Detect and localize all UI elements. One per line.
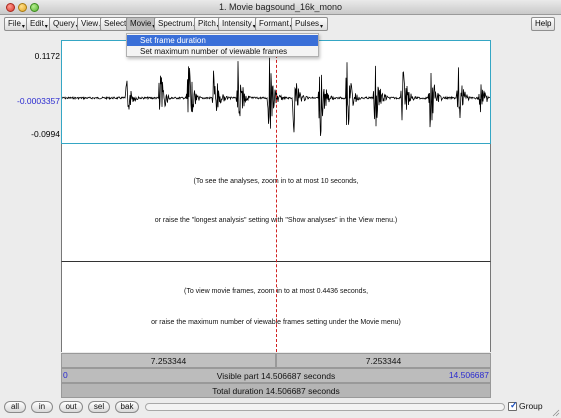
resize-grip-icon[interactable]	[552, 409, 560, 417]
menu-arrow-icon: ▾	[253, 24, 256, 30]
minimize-window-button[interactable]	[18, 3, 27, 12]
checkmark-icon: ✓	[510, 400, 518, 410]
menu-help[interactable]: Help	[531, 17, 556, 31]
menu-arrow-icon: ▾	[44, 24, 48, 30]
zoom-in-button[interactable]: in	[31, 401, 53, 413]
zoom-selection-button[interactable]: sel	[88, 401, 110, 413]
window-title: 1. Movie bagsound_16k_mono	[218, 2, 343, 12]
menu-movie[interactable]: Movie▾	[126, 17, 161, 31]
menu-item-set-max-viewable-frames[interactable]: Set maximum number of viewable frames	[140, 47, 288, 56]
close-window-button[interactable]	[6, 3, 15, 12]
horizontal-scrollbar[interactable]	[145, 403, 505, 411]
visible-end-time: 14.506687	[448, 370, 489, 380]
menu-pitch[interactable]: Pitch▾	[194, 17, 225, 31]
zoom-all-button[interactable]: all	[4, 401, 26, 413]
movie-menu-dropdown: Set frame duration Set maximum number of…	[126, 33, 319, 57]
menu-arrow-icon: ▾	[152, 24, 155, 30]
menu-item-set-frame-duration[interactable]: Set frame duration	[127, 35, 318, 46]
title-bar: 1. Movie bagsound_16k_mono	[0, 0, 561, 15]
menu-pulses[interactable]: Pulses▾	[291, 17, 329, 31]
y-axis-min-label: -0.0994	[31, 129, 60, 139]
time-cursor[interactable]	[276, 40, 277, 352]
visible-start-time: 0	[63, 370, 68, 380]
y-axis-max-label: 0.1172	[34, 51, 60, 61]
zoom-out-button[interactable]: out	[59, 401, 83, 413]
visible-part-bar[interactable]: Visible part 14.506687 seconds	[61, 368, 491, 383]
menu-file[interactable]: File▾	[4, 17, 30, 31]
total-duration-bar[interactable]: Total duration 14.506687 seconds	[61, 383, 491, 398]
menu-edit[interactable]: Edit▾	[26, 17, 53, 31]
y-axis-zero-label: -0.0003357	[16, 96, 60, 106]
group-checkbox[interactable]: ✓	[508, 400, 518, 411]
group-label: Group	[519, 401, 543, 411]
selection-bar-left[interactable]: 7.253344	[61, 353, 276, 368]
selection-bar-right[interactable]: 7.253344	[276, 353, 491, 368]
zoom-window-button[interactable]	[30, 3, 39, 12]
zoom-back-button[interactable]: bak	[115, 401, 139, 413]
menu-bar: File▾ Edit▾ Query▾ View▾ Select▾ Movie▾ …	[0, 15, 561, 33]
menu-arrow-icon: ▾	[21, 24, 25, 30]
menu-arrow-icon: ▾	[320, 24, 324, 30]
analysis-message-line1: (To see the analyses, zoom in to at most…	[193, 178, 359, 185]
